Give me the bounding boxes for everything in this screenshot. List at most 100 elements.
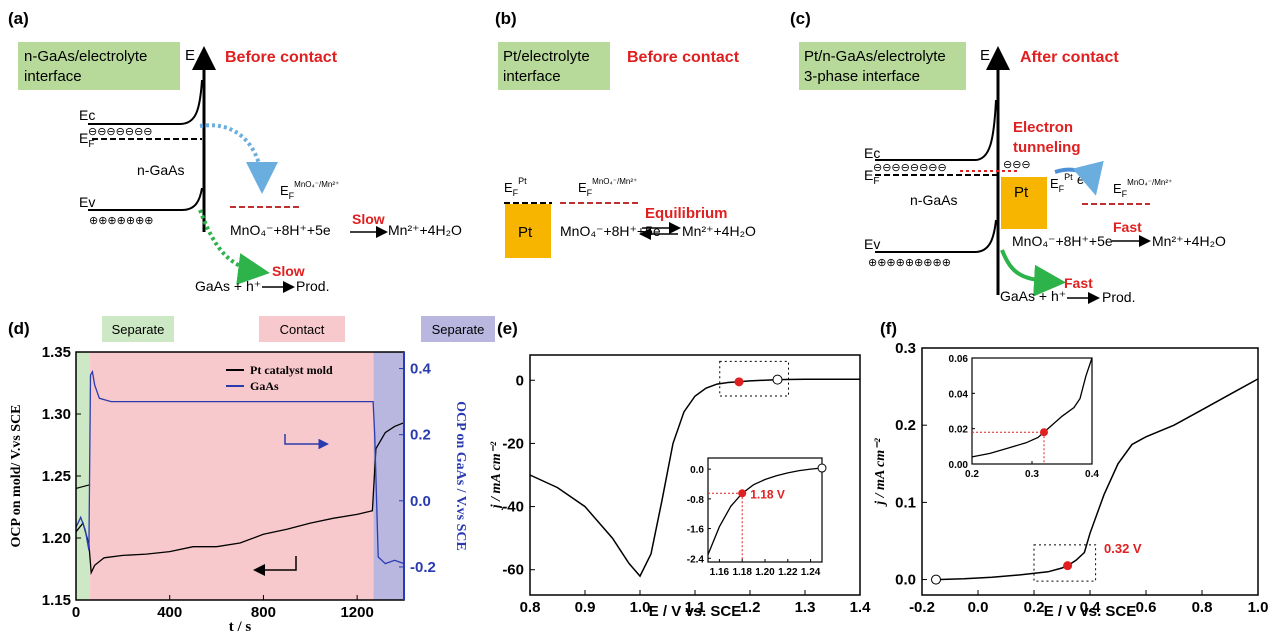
inset-onset-marker [738,489,747,498]
band-label-2: Contact [280,322,325,337]
inset-y-tick-label: -2.4 [687,554,705,565]
panel-label-a: (a) [8,9,29,28]
hole-transfer-arrow [1000,249,1066,297]
panel-label-e: (e) [497,319,518,338]
material-label: n-GaAs [910,192,957,208]
redox-label: EFMnO₄⁻/Mn²⁺ [1113,178,1172,199]
inset-frame [971,357,1093,465]
ef-label: EF [79,130,94,150]
left-axis-indicator-arrow [253,556,297,576]
rate-label-2: Fast [1064,275,1093,291]
reaction-left: MnO₄⁻+8H⁺+5e [230,222,331,238]
equilibrium-label: Equilibrium [645,205,728,222]
reaction-left: MnO₄⁻+8H⁺+5e [1012,233,1113,249]
band-label-bg-2 [259,316,345,342]
inset-x-tick-label: 1.18 [732,567,752,578]
x-tick-label: 1200 [340,604,373,621]
ef-pt-label: EFPt [1050,172,1073,194]
y-right-tick-label: 0.4 [410,361,432,378]
zoom-box [719,360,789,397]
y-right-tick-label: -0.2 [410,559,436,576]
rate-label-2: Slow [272,263,305,279]
reaction-right: Mn²⁺+4H₂O [1152,233,1226,249]
valence-band [88,187,203,211]
y-tick-label: 0.3 [895,340,916,357]
zoom-box [1033,544,1097,582]
x-tick-label: 0.9 [575,599,596,616]
pt-block [505,204,551,258]
gaas-reaction: GaAs + h⁺ [1000,288,1066,304]
right-axis-indicator-arrow [284,434,329,450]
title-before-contact: Before contact [627,49,740,66]
inset-curve [707,467,823,555]
material-label: n-GaAs [137,162,184,178]
y-tick-label: 0.0 [895,572,916,589]
interface-label-line2: interface [24,68,82,85]
x-tick-label: 1.3 [795,599,816,616]
y-tick-label: -20 [502,435,524,452]
y-left-tick-label: 1.30 [42,406,71,423]
band-label-3: Separate [432,322,485,337]
panel-a: (a) n-GaAs/electrolyte interface E Befor… [8,9,462,294]
panel-b: (b) Pt/electrolyte interface Before cont… [495,9,756,258]
redox-label: EFMnO₄⁻/Mn²⁺ [578,177,637,198]
panel-label-d: (d) [8,319,30,338]
x-tick-label: 0.2 [1024,599,1045,616]
inset-y-tick-label: -0.8 [687,495,705,506]
interface-label-box [498,42,610,90]
interface-label-line2: 3-phase interface [804,68,920,85]
chart-d: (d) Separate Contact Separate 0 400 800 1200 1… [8,316,495,635]
x-tick-label: 1.2 [740,599,761,616]
y-tick-label: 0.1 [895,494,916,511]
hole-transfer-arrow [198,209,270,285]
pt-label: Pt [518,224,533,241]
pt-block [1001,177,1047,229]
conduction-band [875,99,997,161]
rate-label-1: Fast [1113,219,1142,235]
x-axis-label: t / s [229,619,252,635]
inset-y-tick-label: -1.6 [687,525,705,536]
panel-label-b: (b) [495,9,517,28]
panel-label-c: (c) [790,9,811,28]
band-label-1: Separate [112,322,165,337]
x-tick-label: 0.0 [968,599,989,616]
conduction-band [88,79,203,125]
pt-mold-line [75,422,405,576]
inset-y-tick-label: 0.04 [949,389,969,400]
x-tick-label: -0.2 [909,599,935,616]
x-tick-label: 400 [157,604,182,621]
onset-marker [1063,561,1073,571]
y-tick-label: 0.2 [895,417,916,434]
band-label-bg-3 [421,316,495,342]
reaction-right: Mn²⁺+4H₂O [682,223,756,239]
inset-x-tick-label: 0.3 [1025,469,1039,480]
inset-x-tick-label: 1.20 [755,567,775,578]
x-axis-label: E / V vs. SCE [649,603,742,620]
band-label-bg-1 [102,316,174,342]
pt-electron-row: ⊖⊖⊖ [1003,159,1031,171]
valence-band [875,219,997,253]
legend-label-pt: Pt catalyst mold [250,363,333,377]
inset-onset-marker [1040,428,1048,437]
panel-c: (c) Pt/n-GaAs/electrolyte 3-phase interf… [790,9,1226,305]
x-tick-label: 1.4 [850,599,872,616]
pt-mold-early-line [75,484,91,489]
rate-label-1: Slow [352,211,385,227]
electron-transfer-arrow [199,123,278,194]
onset-annotation: 0.32 V [1104,541,1142,556]
chart-e: (e) 0.8 0.9 1.0 1.1 1.2 1.3 1.4 0 -20 -40 -60 E / V… [489,319,871,620]
x-tick-label: 0.4 [1080,599,1102,616]
x-tick-label: 0.6 [1136,599,1157,616]
interface-label-line1: Pt/n-GaAs/electrolyte [804,48,946,65]
inset-annotation: 1.18 V [750,487,785,501]
inset-x-tick-label: 1.16 [710,567,730,578]
inset-x-tick-label: 0.4 [1085,469,1099,480]
inset-y-tick-label: 0.00 [949,460,969,471]
electron-row: ⊖⊖⊖⊖⊖⊖⊖ [88,126,153,138]
legend-label-gaas: GaAs [250,379,279,393]
ef-pt-label: EFPt [504,176,527,198]
y-tick-label: 0 [516,372,524,389]
y-left-tick-label: 1.20 [42,530,71,547]
reaction-left: MnO₄⁻+8H⁺+5e [560,223,661,239]
